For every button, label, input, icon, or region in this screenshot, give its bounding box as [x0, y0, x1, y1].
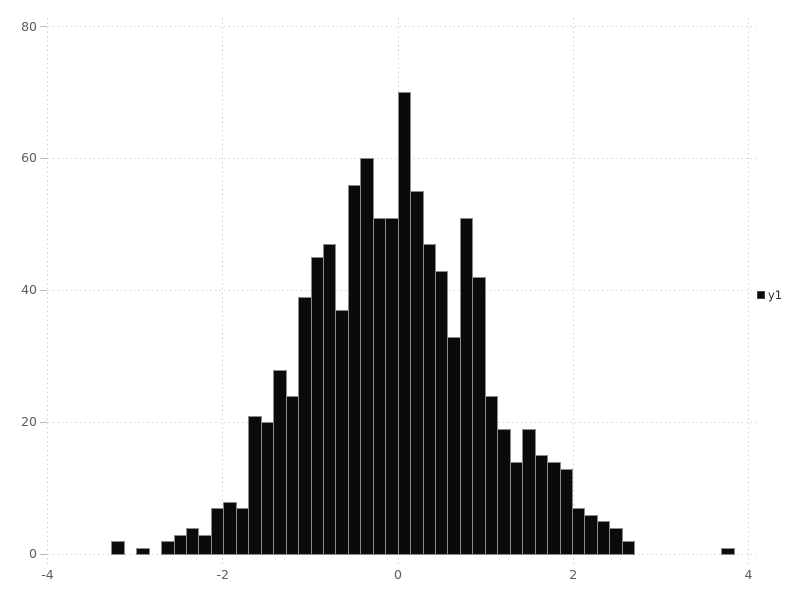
histogram-bar: [161, 541, 175, 555]
y-tick-label: 0: [29, 546, 37, 562]
y-axis-tick: [40, 553, 47, 555]
histogram-bar: [298, 296, 312, 555]
x-tick-label: 2: [569, 567, 578, 582]
histogram-bar: [509, 461, 524, 555]
histogram-bar: [335, 310, 349, 555]
histogram-bar: [410, 191, 424, 555]
histogram-bar: [235, 508, 250, 555]
y-tick-label: 40: [21, 282, 37, 298]
histogram-bar: [260, 422, 275, 555]
histogram-bar: [422, 244, 437, 555]
histogram-bar: [497, 428, 511, 555]
y-axis-tick: [40, 26, 47, 27]
histogram-bar: [522, 428, 536, 555]
histogram-bar: [547, 461, 561, 555]
histogram-bar: [136, 547, 150, 555]
y-gridline: [44, 26, 756, 27]
histogram-bar: [223, 501, 237, 555]
histogram-bar: [596, 521, 611, 555]
y-axis-tick: [40, 157, 47, 159]
histogram-bar: [111, 541, 125, 555]
histogram-bar: [571, 508, 586, 555]
histogram-bar: [198, 534, 212, 555]
x-tick-label: -4: [41, 567, 54, 582]
y-tick-label: 80: [21, 18, 37, 34]
histogram-bar: [621, 541, 636, 555]
legend: y1: [757, 289, 782, 301]
histogram-bar: [721, 547, 735, 555]
legend-swatch-icon: [757, 291, 765, 299]
x-gridline: [222, 18, 224, 566]
histogram-bar: [285, 395, 300, 555]
x-tick-label: 4: [744, 567, 753, 582]
histogram-bar: [447, 336, 461, 555]
y-axis-tick: [40, 289, 47, 291]
x-gridline: [572, 18, 574, 566]
histogram-bar: [310, 257, 324, 555]
histogram-bar: [472, 277, 486, 555]
histogram-bar: [186, 527, 200, 555]
histogram-bar: [397, 92, 412, 555]
x-gridline: [47, 18, 48, 566]
histogram-bar: [459, 217, 474, 555]
histogram-bar: [372, 217, 387, 555]
histogram-bar: [173, 534, 187, 555]
legend-series-label: y1: [768, 288, 783, 302]
histogram-bar: [347, 184, 362, 555]
histogram-bar: [534, 455, 549, 555]
histogram-bar: [322, 244, 337, 555]
x-tick-label: -2: [216, 567, 229, 582]
histogram-bar: [584, 514, 598, 555]
histogram-bar: [273, 369, 287, 555]
histogram-bar: [210, 508, 225, 555]
y-tick-label: 20: [21, 414, 37, 430]
histogram-bar: [248, 415, 262, 555]
x-gridline: [748, 18, 749, 566]
y-axis-tick: [40, 421, 47, 423]
histogram-bar: [360, 158, 374, 555]
histogram-bar: [559, 468, 573, 555]
histogram-bar: [609, 527, 623, 555]
histogram-bar: [435, 270, 449, 555]
y-tick-label: 60: [21, 150, 37, 166]
x-tick-label: 0: [394, 567, 402, 582]
histogram-bar: [484, 395, 499, 555]
histogram-bar: [385, 217, 399, 555]
